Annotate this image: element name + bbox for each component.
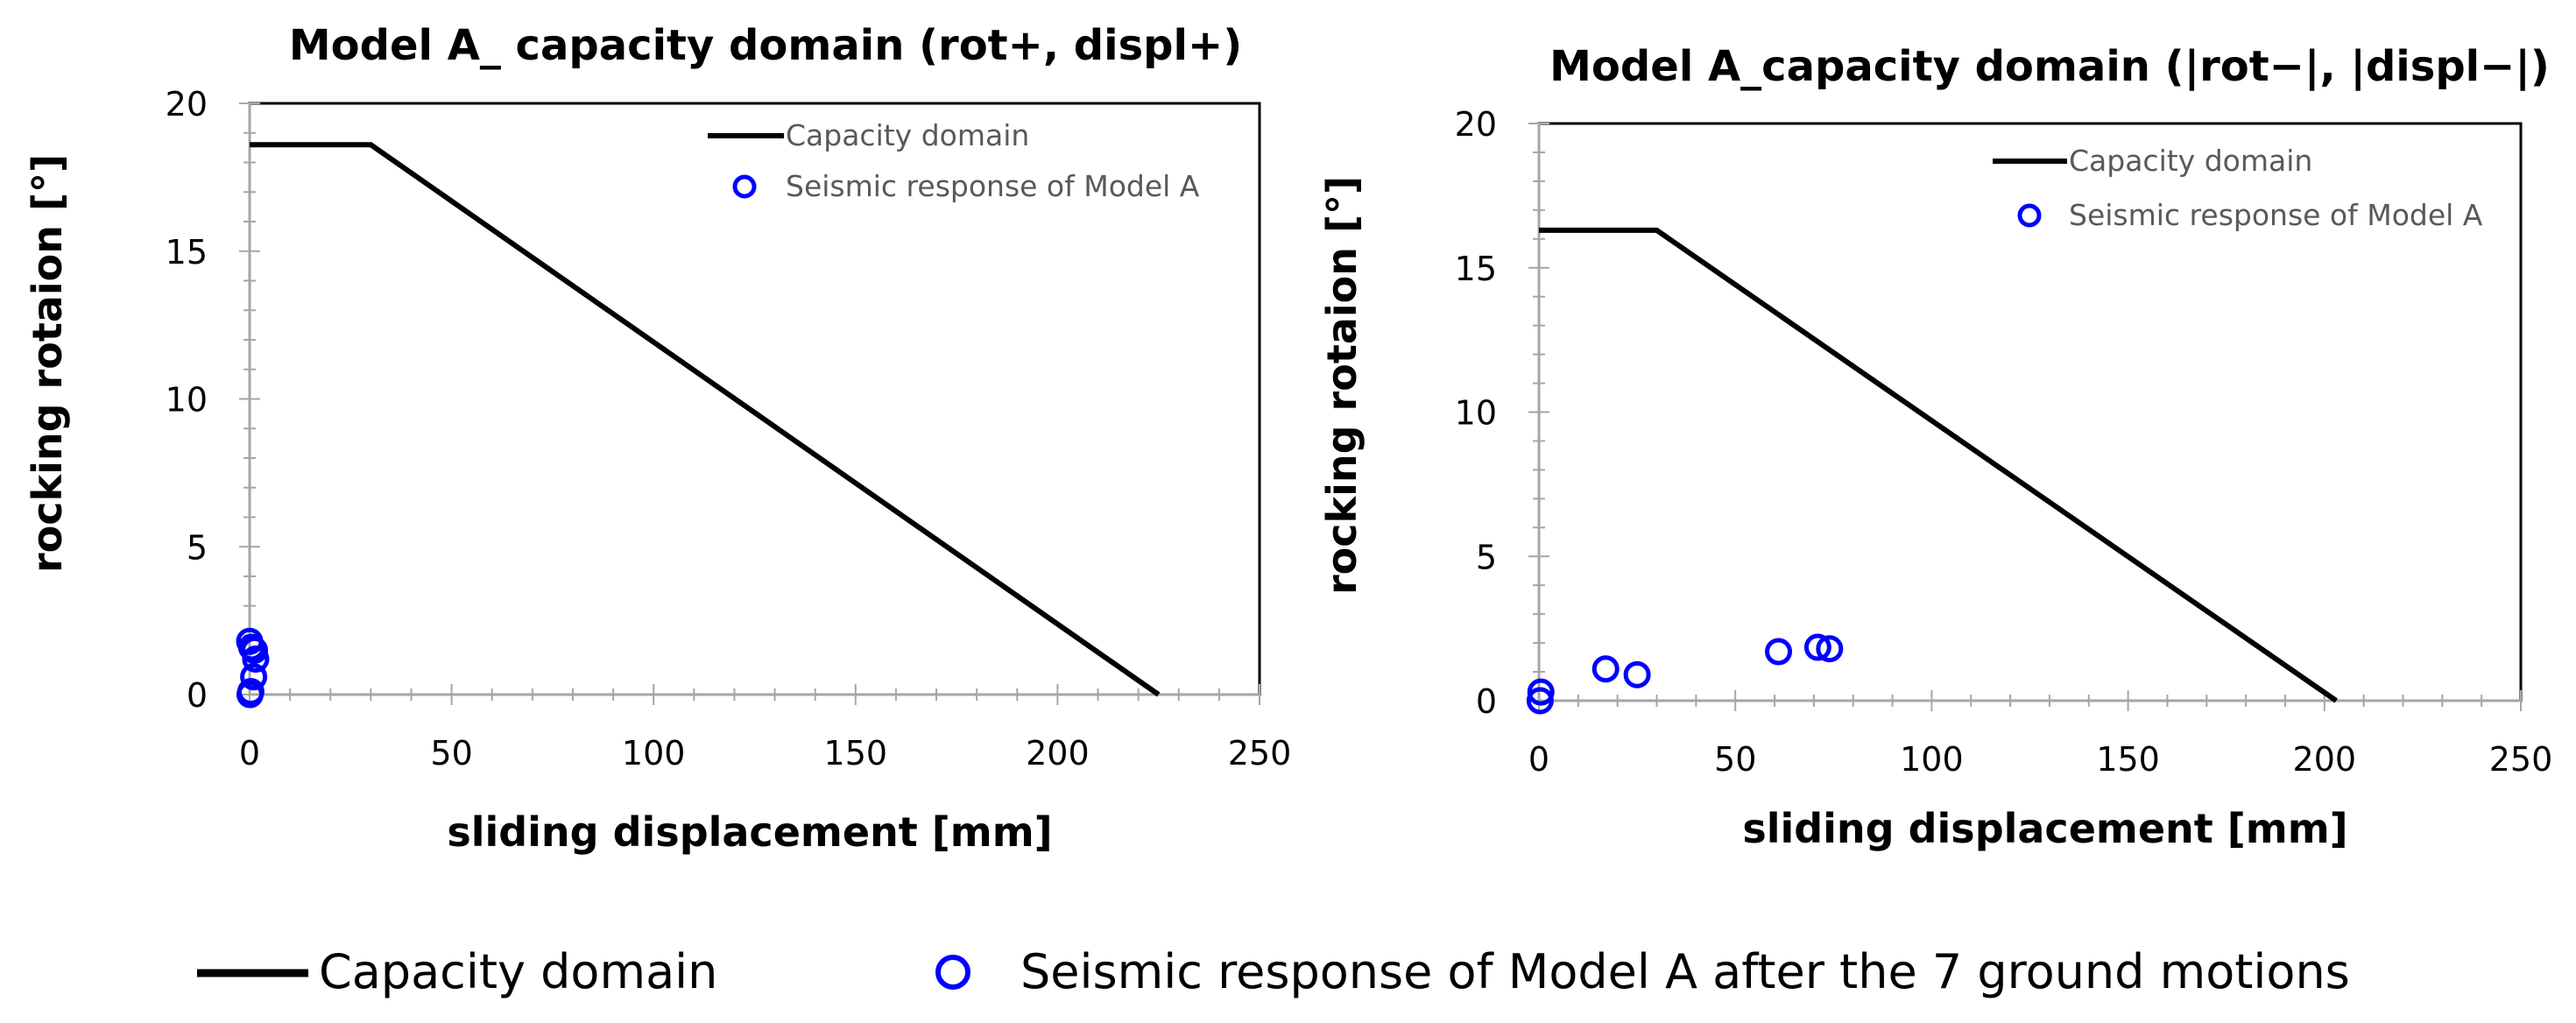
chart-left-x-tick-label: 250 (1228, 734, 1292, 773)
bottom-legend: Capacity domain Seismic response of Mode… (197, 944, 2350, 999)
chart-left-seismic-point (236, 681, 264, 709)
bottom-legend-capacity-label: Capacity domain (319, 944, 717, 999)
chart-left-seismic-point (242, 646, 270, 673)
chart-left-seismic-point (240, 663, 268, 691)
chart-right-x-tick-label: 50 (1714, 740, 1756, 779)
chart-left: Model A_ capacity domain (rot+, displ+) … (24, 21, 1291, 856)
chart-right-capacity-line (1539, 227, 2338, 703)
chart-right-x-tick-label: 250 (2489, 740, 2553, 779)
chart-right-capacity-series (1539, 227, 2338, 703)
chart-left-y-tick-label: 0 (187, 676, 208, 715)
chart-right-seismic-point (1526, 687, 1554, 715)
chart-right-seismic-point (1803, 633, 1831, 661)
chart-left-x-axis-label: sliding displacement [mm] (447, 808, 1052, 856)
chart-left-y-tick-label: 5 (187, 528, 208, 567)
chart-right-legend-marker-swatch (2017, 203, 2042, 228)
chart-left-title: Model A_ capacity domain (rot+, displ+) (289, 21, 1242, 70)
chart-right-y-tick-label: 5 (1476, 538, 1497, 576)
chart-right-seismic-point (1591, 655, 1620, 683)
chart-left-legend-capacity: Capacity domain (786, 118, 1029, 152)
chart-left-legend-marker-swatch (732, 174, 757, 199)
chart-right-y-tick-label: 0 (1476, 682, 1497, 721)
chart-left-x-tick-label: 100 (622, 734, 686, 773)
chart-right-y-tick-label: 15 (1455, 250, 1497, 288)
chart-left-y-axis-label: rocking rotaion [°] (24, 154, 71, 573)
bottom-legend-seismic-label: Seismic response of Model A after the 7 … (1020, 944, 2350, 999)
chart-left-seismic-point (237, 633, 265, 661)
chart-left-y-tick-label: 10 (166, 381, 208, 420)
chart-right-x-tick-label: 150 (2096, 740, 2160, 779)
chart-left-x-tick-label: 200 (1026, 734, 1090, 773)
chart-left-y-tick-label: 15 (166, 233, 208, 272)
bottom-legend-marker-swatch (935, 955, 970, 990)
chart-right: Model A_capacity domain (|rot−|, |displ−… (1318, 42, 2552, 852)
chart-right-x-tick-label: 0 (1528, 740, 1549, 779)
chart-right-seismic-series (1526, 633, 1844, 715)
chart-left-x-tick-label: 50 (430, 734, 472, 773)
chart-right-legend-seismic: Seismic response of Model A (2069, 198, 2483, 232)
chart-right-y-axis-label: rocking rotaion [°] (1318, 176, 1366, 595)
chart-left-capacity-line (250, 142, 1161, 697)
chart-right-x-tick-label: 100 (1900, 740, 1964, 779)
chart-right-seismic-point (1527, 678, 1555, 706)
chart-right-x-axis-label: sliding displacement [mm] (1742, 805, 2347, 852)
chart-left-x-tick-label: 150 (824, 734, 888, 773)
chart-left-capacity-series (250, 142, 1161, 697)
chart-left-y-tick-label: 20 (166, 85, 208, 123)
chart-left-legend-seismic: Seismic response of Model A (786, 169, 1200, 203)
chart-right-seismic-point (1623, 660, 1651, 688)
chart-right-legend-capacity: Capacity domain (2069, 144, 2312, 178)
chart-right-seismic-point (1765, 638, 1793, 666)
chart-left-x-tick-label: 0 (239, 734, 260, 773)
chart-right-title: Model A_capacity domain (|rot−|, |displ−… (1549, 42, 2550, 91)
chart-right-y-tick-label: 10 (1455, 394, 1497, 433)
chart-right-y-tick-label: 20 (1455, 105, 1497, 144)
chart-left-seismic-series (236, 627, 270, 709)
chart-right-x-tick-label: 200 (2293, 740, 2357, 779)
chart-right-seismic-point (1816, 635, 1844, 663)
